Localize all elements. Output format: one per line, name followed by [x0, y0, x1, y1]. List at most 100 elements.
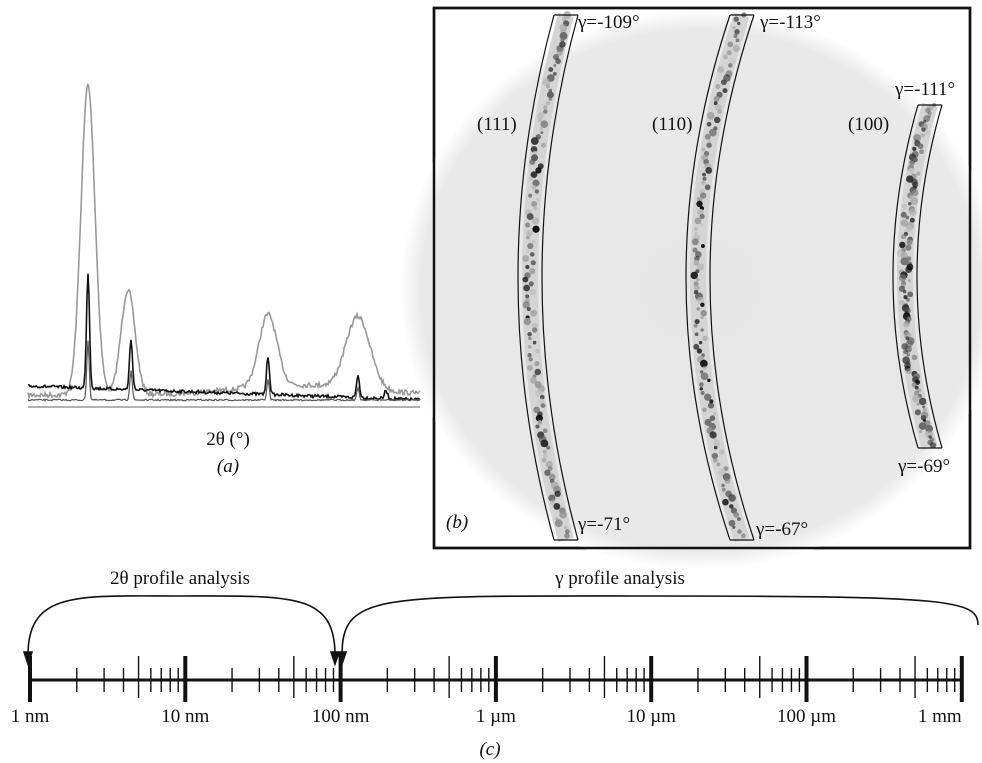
- ring-spot: [542, 449, 547, 454]
- scale-label: 1 mm: [918, 706, 962, 727]
- ring-spot: [721, 487, 726, 492]
- ring-spot: [713, 440, 721, 447]
- ring-spot: [540, 403, 546, 409]
- ring-spot: [693, 281, 699, 287]
- ring-spot: [559, 32, 568, 40]
- ring-spot: [690, 271, 698, 280]
- ring-spot: [709, 399, 714, 404]
- ring-spot: [708, 139, 712, 143]
- panel-tag: (a): [217, 456, 239, 477]
- ring-spot: [708, 128, 717, 137]
- ring-spot: [535, 348, 540, 354]
- ring-spot: [561, 17, 567, 22]
- ring-spot: [692, 247, 698, 253]
- ring-spot: [918, 422, 927, 430]
- ring-spot: [539, 126, 544, 131]
- ring-spot: [531, 184, 537, 190]
- length-scale: [28, 656, 964, 702]
- ring-spot: [700, 192, 707, 199]
- ring-spot: [530, 377, 537, 384]
- ring-spot: [699, 387, 704, 391]
- ring-spot: [916, 402, 920, 406]
- scale-label: 100 nm: [312, 706, 370, 727]
- ring-spot: [530, 309, 538, 317]
- ring-spot: [533, 206, 538, 211]
- ring-spot: [903, 349, 909, 355]
- ring-spot: [693, 323, 698, 328]
- ring-spot: [699, 214, 705, 220]
- ring-spot: [564, 525, 568, 530]
- ring-spot: [713, 445, 718, 450]
- gamma-top: γ=-109°: [577, 12, 640, 33]
- ring-spot: [545, 84, 550, 89]
- ring-spot: [555, 58, 561, 65]
- ring-spot: [552, 71, 557, 76]
- pattern-curve: [27, 83, 421, 401]
- ring-spot: [693, 343, 700, 350]
- rings: [517, 11, 943, 543]
- ring-spot: [535, 414, 543, 422]
- ring-spot: [908, 167, 915, 174]
- ring-spot: [732, 44, 740, 53]
- ring-spot: [553, 502, 561, 510]
- ring-spot: [741, 533, 746, 539]
- ring-spot: [536, 198, 540, 202]
- ring-spot: [733, 511, 740, 518]
- ring-spot: [705, 166, 713, 174]
- ring-spot: [528, 357, 533, 362]
- ring-spot: [549, 499, 556, 506]
- ring-spot: [528, 336, 532, 341]
- gamma-top: γ=-111°: [894, 79, 955, 100]
- ring-spot: [545, 460, 553, 469]
- ring-spot: [531, 200, 538, 208]
- ring-spot: [543, 109, 548, 114]
- ring-spot: [903, 331, 912, 340]
- ring-spot: [692, 238, 699, 246]
- range-arrow: [341, 595, 979, 656]
- ring-spot: [706, 111, 715, 120]
- ring-spot: [924, 129, 931, 136]
- ring-spot: [737, 517, 741, 521]
- ring-spot: [529, 159, 536, 165]
- ring-spot: [722, 88, 728, 94]
- ring-spot: [535, 167, 542, 174]
- ring-spot: [717, 109, 723, 115]
- ring-spot: [702, 407, 707, 413]
- ring-spot: [695, 269, 700, 274]
- ring-spot: [546, 445, 551, 450]
- ring-spot: [530, 260, 536, 266]
- ring-spot: [529, 268, 536, 275]
- ring-spot: [696, 263, 705, 271]
- ring-spot: [903, 325, 908, 330]
- ring-spot: [712, 412, 717, 416]
- ring-spot: [700, 315, 704, 320]
- ring-spot: [530, 146, 538, 153]
- ring-spot: [537, 420, 543, 425]
- ring-spot: [722, 54, 728, 60]
- ring-box: [892, 104, 919, 449]
- ring-spot: [700, 310, 707, 317]
- ring-spot: [530, 137, 539, 145]
- scale-label: 10 µm: [626, 706, 676, 727]
- ring-spot: [694, 217, 702, 225]
- ring-spot: [911, 354, 918, 361]
- ring-label: (100): [848, 114, 889, 135]
- ring-spot: [534, 368, 542, 376]
- ring-spot: [543, 105, 548, 110]
- ring-spot: [696, 307, 700, 311]
- ring-box: [541, 14, 579, 541]
- ring-spot: [532, 179, 540, 187]
- ring-spot: [534, 361, 540, 367]
- ring-spot: [916, 171, 921, 176]
- ring-spot: [907, 279, 911, 283]
- ring-spot: [544, 469, 551, 476]
- ring-spot: [700, 223, 704, 227]
- ring-spot: [564, 533, 570, 539]
- ring-spot: [732, 26, 736, 30]
- ring-spot: [728, 519, 736, 527]
- ring-spot: [548, 473, 556, 481]
- ring-spot: [733, 33, 738, 39]
- ring-spot: [556, 49, 563, 56]
- ring-spot: [720, 79, 727, 86]
- ring-spot: [694, 231, 698, 235]
